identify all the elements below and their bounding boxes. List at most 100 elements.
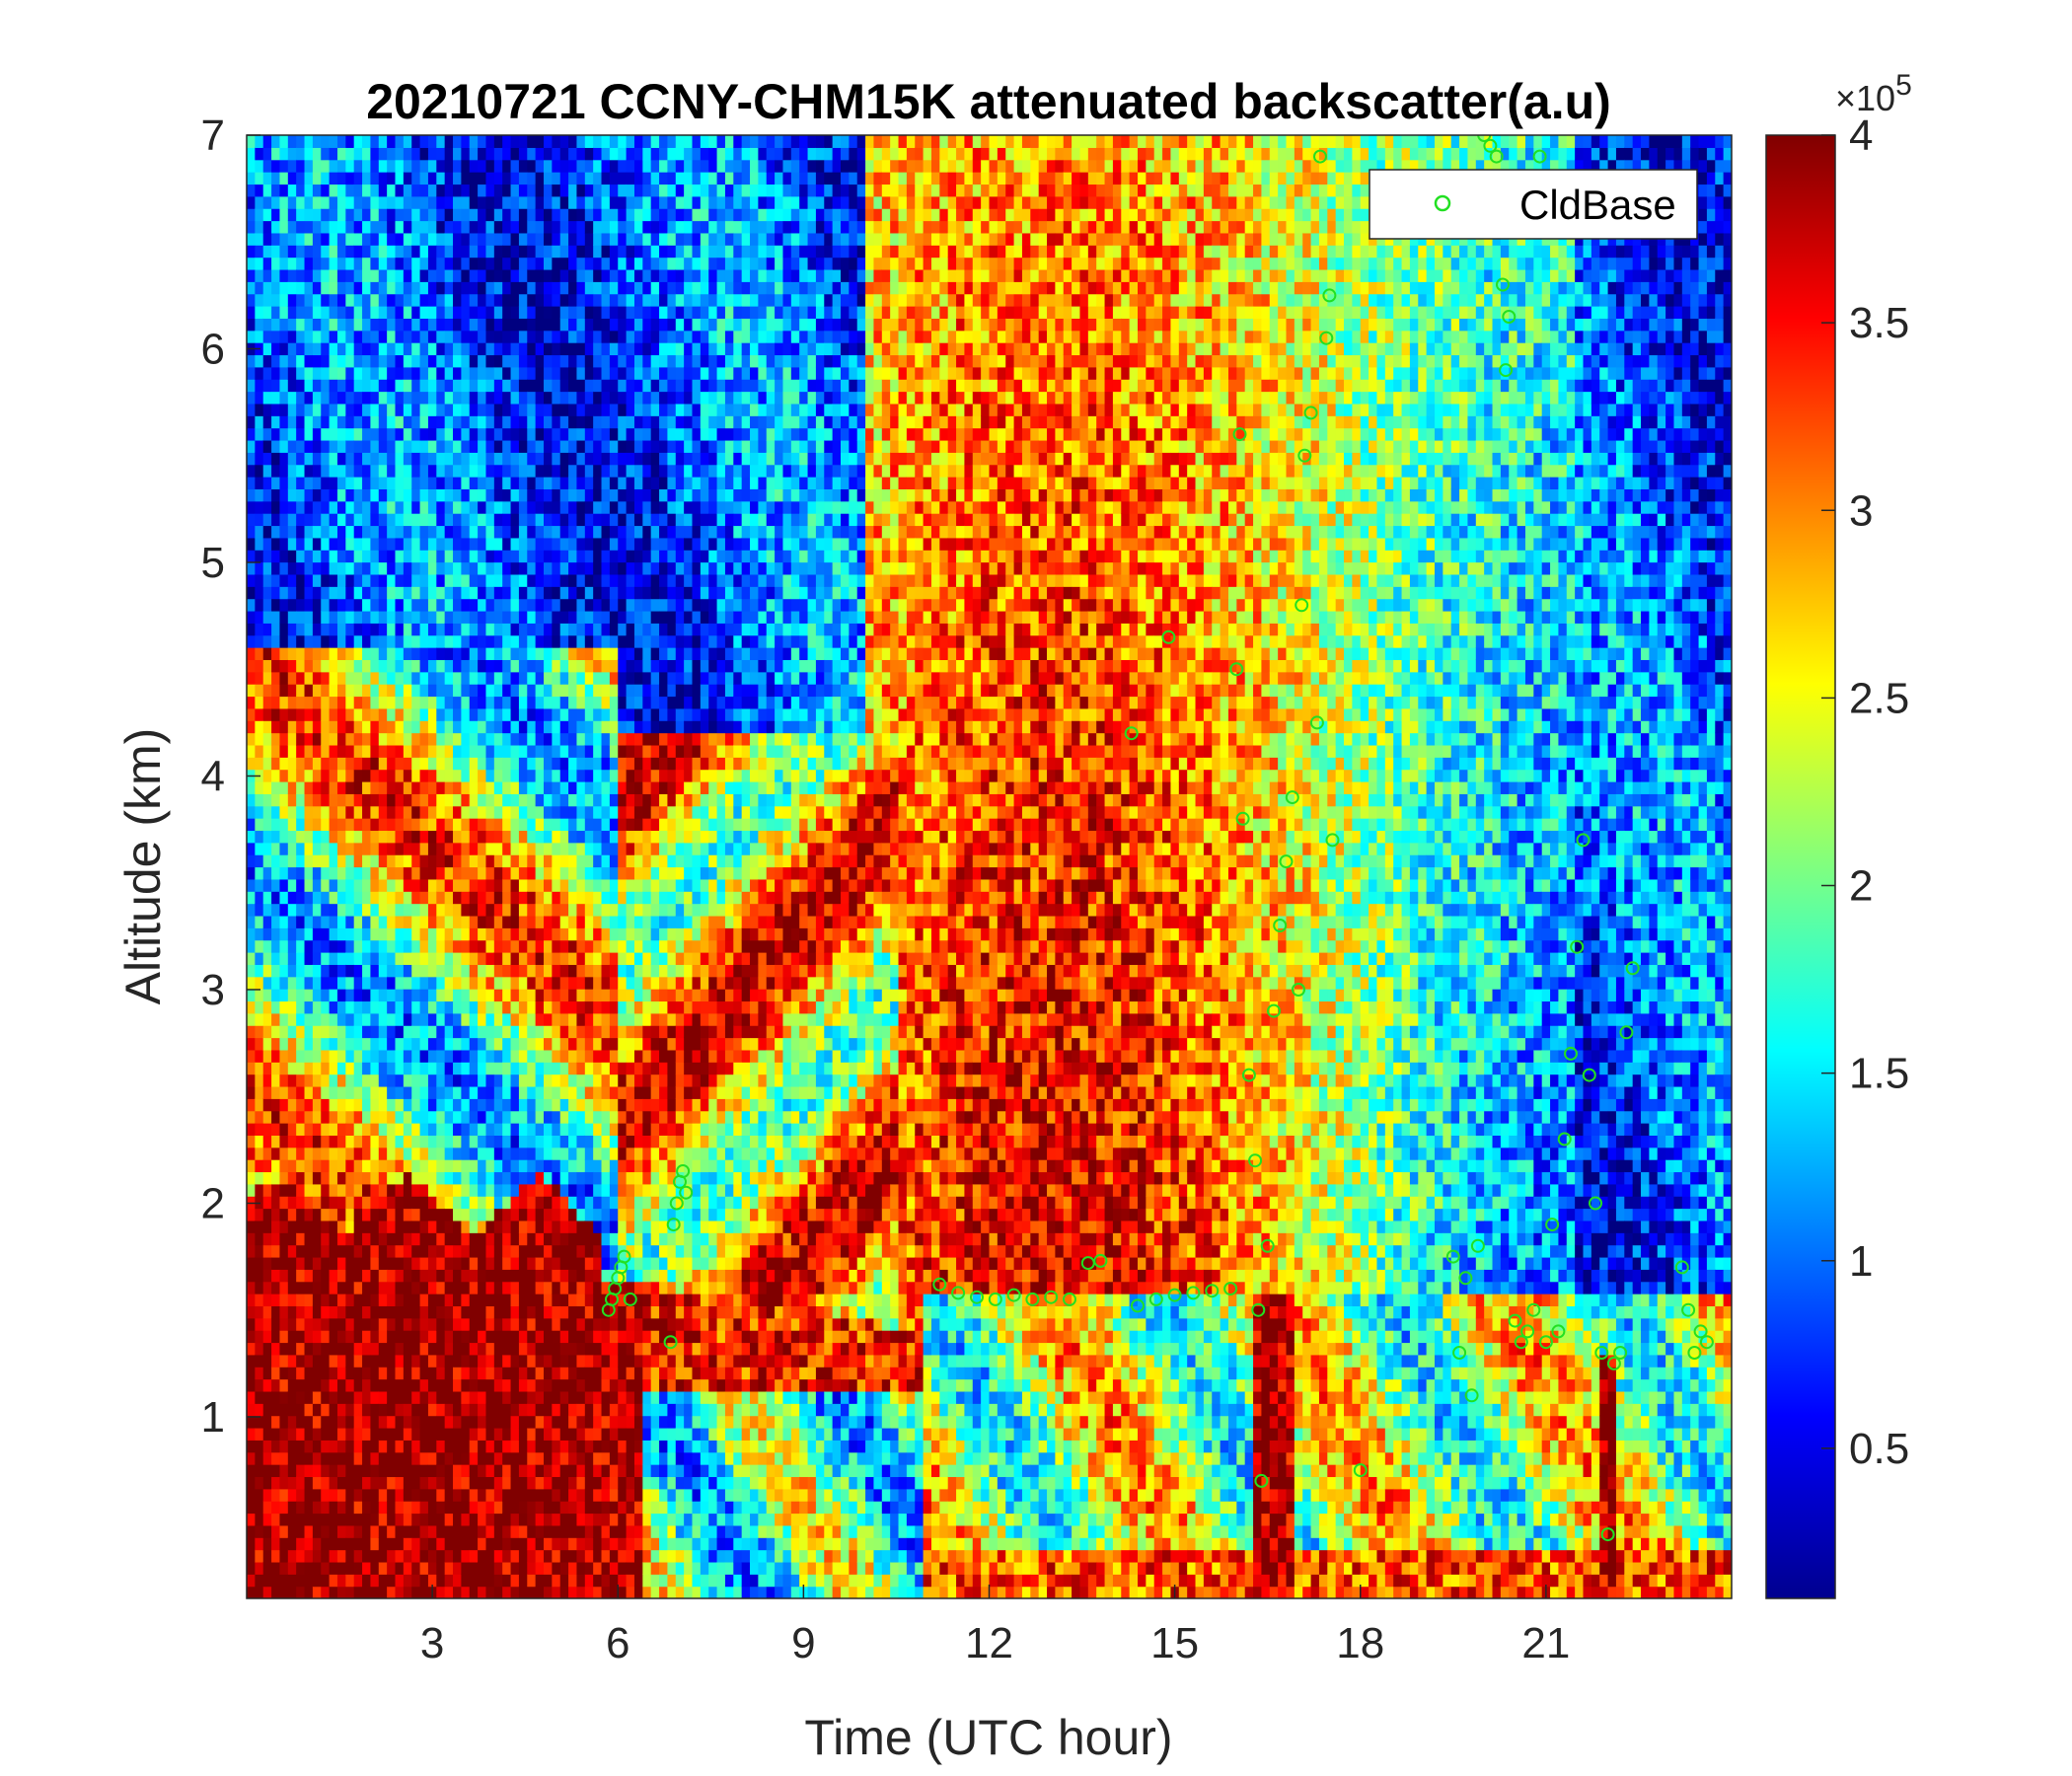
heatmap-cell <box>271 854 280 867</box>
heatmap-cell <box>536 342 545 355</box>
heatmap-cell <box>271 525 280 538</box>
heatmap-cell <box>288 1209 297 1221</box>
heatmap-cell <box>536 1062 545 1074</box>
heatmap-cell <box>330 830 338 843</box>
heatmap-cell <box>255 1428 263 1441</box>
heatmap-cell <box>296 757 305 770</box>
heatmap-cell <box>494 465 503 478</box>
heatmap-cell <box>544 1574 553 1587</box>
heatmap-cell <box>568 415 577 428</box>
heatmap-cell <box>536 1342 545 1355</box>
heatmap-cell <box>387 1245 396 1258</box>
heatmap-cell <box>536 306 545 319</box>
heatmap-cell <box>585 1305 594 1318</box>
heatmap-cell <box>552 1355 560 1368</box>
heatmap-cell <box>420 342 429 355</box>
heatmap-cell <box>527 1184 536 1197</box>
heatmap-cell <box>404 233 412 246</box>
heatmap-cell <box>478 1464 486 1477</box>
heatmap-cell <box>478 1086 486 1099</box>
heatmap-cell <box>445 635 454 648</box>
heatmap-cell <box>527 318 536 331</box>
heatmap-cell <box>470 659 479 672</box>
heatmap-cell <box>494 1428 503 1441</box>
heatmap-cell <box>576 708 585 721</box>
heatmap-cell <box>396 830 405 843</box>
heatmap-cell <box>511 647 520 660</box>
heatmap-cell <box>485 1403 494 1416</box>
heatmap-cell <box>576 1391 585 1404</box>
heatmap-cell <box>404 1501 412 1514</box>
heatmap-cell <box>494 1379 503 1392</box>
heatmap-cell <box>560 1367 569 1379</box>
heatmap-cell <box>288 1171 297 1184</box>
heatmap-cell <box>337 452 346 465</box>
heatmap-cell <box>396 160 405 173</box>
heatmap-cell <box>478 1391 486 1404</box>
heatmap-cell <box>576 135 585 148</box>
heatmap-cell <box>387 891 396 904</box>
heatmap-cell <box>576 1318 585 1331</box>
heatmap-cell <box>478 147 486 160</box>
heatmap-cell <box>478 1513 486 1525</box>
heatmap-cell <box>568 720 577 733</box>
heatmap-cell <box>519 599 528 612</box>
heatmap-cell <box>519 208 528 221</box>
heatmap-cell <box>321 1184 330 1197</box>
heatmap-cell <box>436 574 445 587</box>
heatmap-cell <box>560 1062 569 1074</box>
heatmap-cell <box>560 927 569 940</box>
heatmap-cell <box>263 208 272 221</box>
heatmap-cell <box>305 1171 314 1184</box>
heatmap-cell <box>321 854 330 867</box>
heatmap-cell <box>576 977 585 990</box>
heatmap-cell <box>370 830 379 843</box>
heatmap-cell <box>445 550 454 562</box>
heatmap-cell <box>428 367 437 380</box>
heatmap-cell <box>552 879 560 892</box>
heatmap-cell <box>271 160 280 173</box>
heatmap-cell <box>305 488 314 501</box>
heatmap-cell <box>585 1537 594 1550</box>
heatmap-cell <box>263 818 272 831</box>
heatmap-cell <box>296 708 305 721</box>
heatmap-cell <box>255 1013 263 1026</box>
heatmap-cell <box>536 1147 545 1160</box>
heatmap-cell <box>502 793 511 806</box>
heatmap-cell <box>288 160 297 173</box>
heatmap-cell <box>511 1159 520 1172</box>
heatmap-cell <box>345 818 354 831</box>
heatmap-cell <box>485 208 494 221</box>
heatmap-cell <box>470 720 479 733</box>
heatmap-cell <box>396 1525 405 1538</box>
heatmap-cell <box>296 331 305 343</box>
heatmap-cell <box>396 513 405 526</box>
heatmap-cell <box>461 1171 470 1184</box>
heatmap-cell <box>453 1525 462 1538</box>
heatmap-cell <box>494 135 503 148</box>
heatmap-cell <box>263 793 272 806</box>
heatmap-cell <box>527 1062 536 1074</box>
heatmap-cell <box>568 1257 577 1270</box>
heatmap-cell <box>568 1147 577 1160</box>
heatmap-cell <box>478 1587 486 1599</box>
heatmap-cell <box>321 708 330 721</box>
heatmap-cell <box>560 867 569 880</box>
heatmap-cell <box>411 1245 420 1258</box>
heatmap-cell <box>536 1440 545 1452</box>
heatmap-cell <box>387 452 396 465</box>
heatmap-cell <box>345 635 354 648</box>
heatmap-cell <box>263 781 272 794</box>
heatmap-cell <box>313 770 322 782</box>
heatmap-cell <box>502 720 511 733</box>
heatmap-cell <box>519 1209 528 1221</box>
heatmap-cell <box>453 452 462 465</box>
heatmap-cell <box>271 770 280 782</box>
heatmap-cell <box>536 1038 545 1051</box>
heatmap-cell <box>387 1330 396 1343</box>
heatmap-cell <box>411 1391 420 1404</box>
heatmap-cell <box>379 770 388 782</box>
heatmap-cell <box>560 1464 569 1477</box>
heatmap-cell <box>396 1269 405 1282</box>
heatmap-cell <box>247 793 256 806</box>
